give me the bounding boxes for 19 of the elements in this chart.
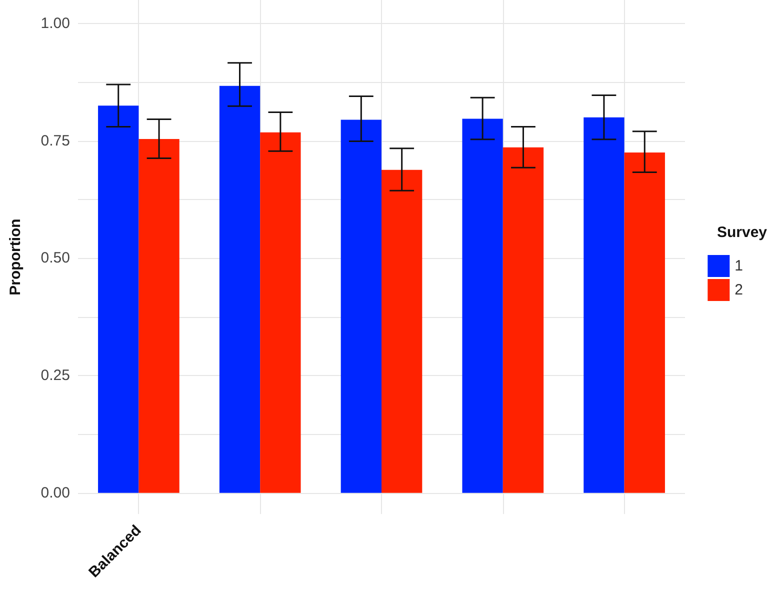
bar — [462, 118, 503, 493]
bar — [138, 138, 180, 493]
bar — [219, 86, 260, 493]
bar — [584, 117, 624, 493]
bar — [502, 147, 544, 493]
legend-label: 1 — [734, 258, 743, 274]
y-tick-label: 0.00 — [40, 484, 70, 502]
bar — [260, 132, 301, 493]
bar — [98, 106, 139, 493]
y-tick-label: 1.00 — [40, 14, 70, 32]
bar — [340, 120, 382, 493]
y-tick-label: 0.50 — [40, 250, 70, 267]
legend-label: 2 — [734, 282, 743, 298]
bar — [624, 152, 665, 493]
y-axis-title: Proportion — [7, 218, 24, 296]
bar — [382, 170, 422, 493]
y-tick-label: 0.25 — [40, 367, 70, 384]
legend-title: Survey — [716, 224, 768, 241]
y-tick-label: 0.75 — [40, 132, 70, 150]
